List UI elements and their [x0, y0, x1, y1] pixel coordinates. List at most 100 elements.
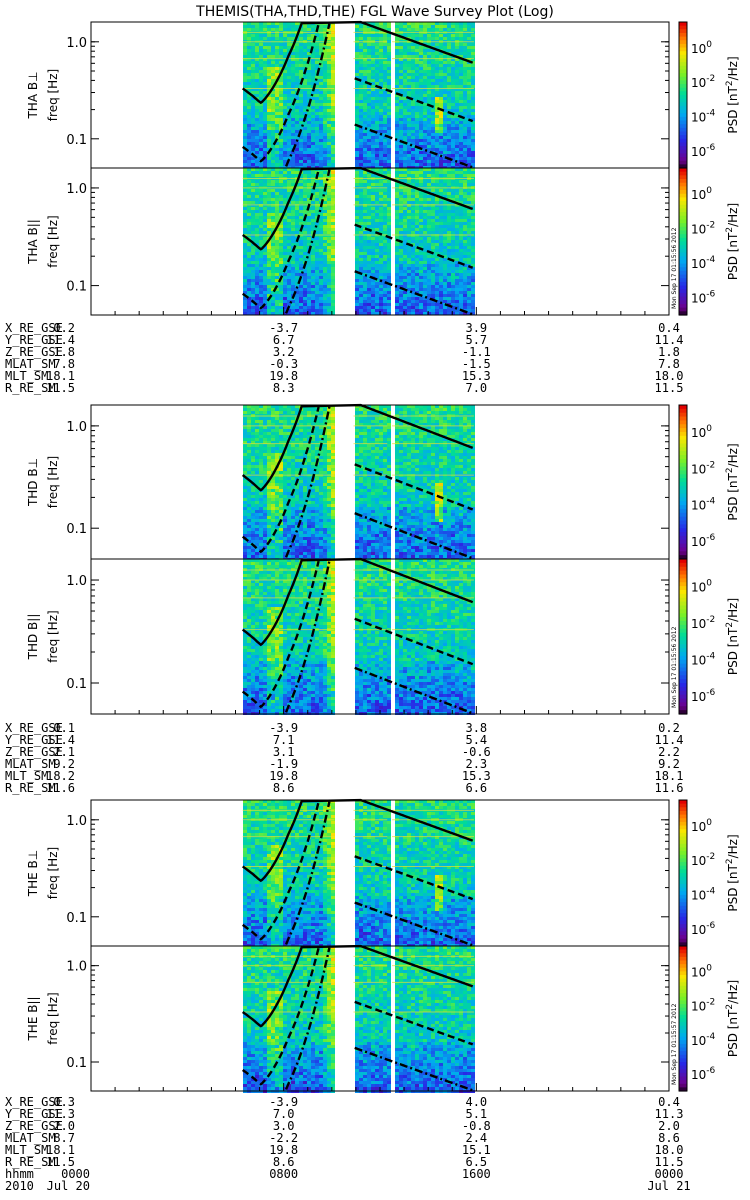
- spectrogram-cell: [259, 276, 263, 279]
- spectrogram-cell: [311, 112, 315, 115]
- spectrogram-cell: [395, 64, 399, 67]
- spectrogram-cell: [447, 189, 451, 192]
- spectrogram-cell: [367, 183, 371, 186]
- spectrogram-cell: [251, 151, 255, 154]
- spectrogram-cell: [387, 249, 391, 252]
- spectrogram-cell: [367, 192, 371, 195]
- spectrogram-cell: [367, 207, 371, 210]
- spectrogram-cell: [267, 219, 271, 222]
- spectrogram-cell: [255, 49, 259, 52]
- spectrogram-cell: [463, 112, 467, 115]
- spectrogram-cell: [311, 136, 315, 139]
- spectrogram-cell: [243, 246, 247, 249]
- spectrogram-cell: [271, 207, 275, 210]
- spectrogram-cell: [407, 264, 411, 267]
- spectrogram-cell: [311, 85, 315, 88]
- spectrogram-cell: [263, 213, 267, 216]
- spectrogram-cell: [471, 91, 475, 94]
- spectrogram-cell: [327, 160, 331, 163]
- spectrogram-cell: [371, 22, 375, 25]
- spectrogram-cell: [291, 300, 295, 303]
- spectrogram-cell: [415, 219, 419, 222]
- spectrogram-cell: [323, 171, 327, 174]
- spectrogram-cell: [419, 222, 423, 225]
- spectrogram-cell: [447, 270, 451, 273]
- spectrogram-cell: [387, 52, 391, 55]
- spectrogram-cell: [447, 291, 451, 294]
- spectrogram-cell: [267, 43, 271, 46]
- spectrogram-cell: [311, 37, 315, 40]
- spectrogram-cell: [263, 100, 267, 103]
- spectrogram-cell: [307, 174, 311, 177]
- spectrogram-cell: [255, 249, 259, 252]
- spectrogram-cell: [271, 73, 275, 76]
- spectrogram-cell: [275, 121, 279, 124]
- spectrogram-cell: [431, 124, 435, 127]
- spectrogram-cell: [259, 264, 263, 267]
- spectrogram-cell: [439, 282, 443, 285]
- spectrogram-cell: [427, 243, 431, 246]
- spectrogram-cell: [287, 288, 291, 291]
- spectrogram-cell: [427, 240, 431, 243]
- spectrogram-cell: [419, 133, 423, 136]
- spectrogram-cell: [371, 306, 375, 309]
- spectrogram-cell: [451, 279, 455, 282]
- spectrogram-cell: [331, 70, 335, 73]
- overlay-line-dashed-dot: [284, 23, 474, 169]
- spectrogram-cell: [287, 61, 291, 64]
- spectrogram-cell: [299, 91, 303, 94]
- spectrogram-cell: [355, 130, 359, 133]
- spectrogram-cell: [447, 195, 451, 198]
- spectrogram-cell: [419, 79, 423, 82]
- spectrogram-cell: [255, 43, 259, 46]
- spectrogram-cell: [307, 228, 311, 231]
- spectrogram-cell: [407, 270, 411, 273]
- spectrogram-cell: [399, 115, 403, 118]
- spectrogram-cell: [307, 106, 311, 109]
- spectrogram-cell: [303, 130, 307, 133]
- spectrogram-cell: [279, 145, 283, 148]
- spectrogram-cell: [411, 255, 415, 258]
- spectrogram-cell: [331, 58, 335, 61]
- spectrogram-cell: [259, 121, 263, 124]
- spectrogram-cell: [323, 240, 327, 243]
- spectrogram-cell: [255, 171, 259, 174]
- spectrogram-cell: [395, 94, 399, 97]
- spectrogram-cell: [423, 195, 427, 198]
- spectrogram-cell: [279, 85, 283, 88]
- spectrogram-cell: [303, 285, 307, 288]
- panel-ylabel-freq: freq [Hz]: [46, 69, 60, 121]
- spectrogram-cell: [355, 109, 359, 112]
- spectrogram-cell: [431, 85, 435, 88]
- spectrogram-cell: [431, 76, 435, 79]
- spectrogram-cell: [415, 183, 419, 186]
- spectrogram-cell: [355, 171, 359, 174]
- spectrogram-cell: [403, 28, 407, 31]
- spectrogram-cell: [467, 112, 471, 115]
- spectrogram-cell: [279, 100, 283, 103]
- spectrogram-cell: [259, 279, 263, 282]
- spectrogram-cell: [311, 52, 315, 55]
- spectrogram-cell: [255, 160, 259, 163]
- spectrogram-cell: [267, 192, 271, 195]
- spectrogram-cell: [471, 142, 475, 145]
- spectrogram-cell: [411, 106, 415, 109]
- spectrogram-cell: [363, 273, 367, 276]
- spectrogram-cell: [255, 207, 259, 210]
- spectrogram-cell: [431, 279, 435, 282]
- spectrogram-cell: [395, 282, 399, 285]
- spectrogram-cell: [267, 267, 271, 270]
- spectrogram-cell: [259, 180, 263, 183]
- spectrogram-cell: [411, 180, 415, 183]
- spectrogram-cell: [375, 145, 379, 148]
- spectrogram-cell: [327, 112, 331, 115]
- spectrogram-cell: [291, 64, 295, 67]
- spectrogram-cell: [431, 189, 435, 192]
- spectrogram-cell: [331, 246, 335, 249]
- spectrogram-cell: [451, 246, 455, 249]
- spectrogram-cell: [423, 139, 427, 142]
- spectrogram-cell: [447, 34, 451, 37]
- spectrogram-cell: [403, 210, 407, 213]
- spectrogram-cell: [291, 124, 295, 127]
- spectrogram-cell: [371, 219, 375, 222]
